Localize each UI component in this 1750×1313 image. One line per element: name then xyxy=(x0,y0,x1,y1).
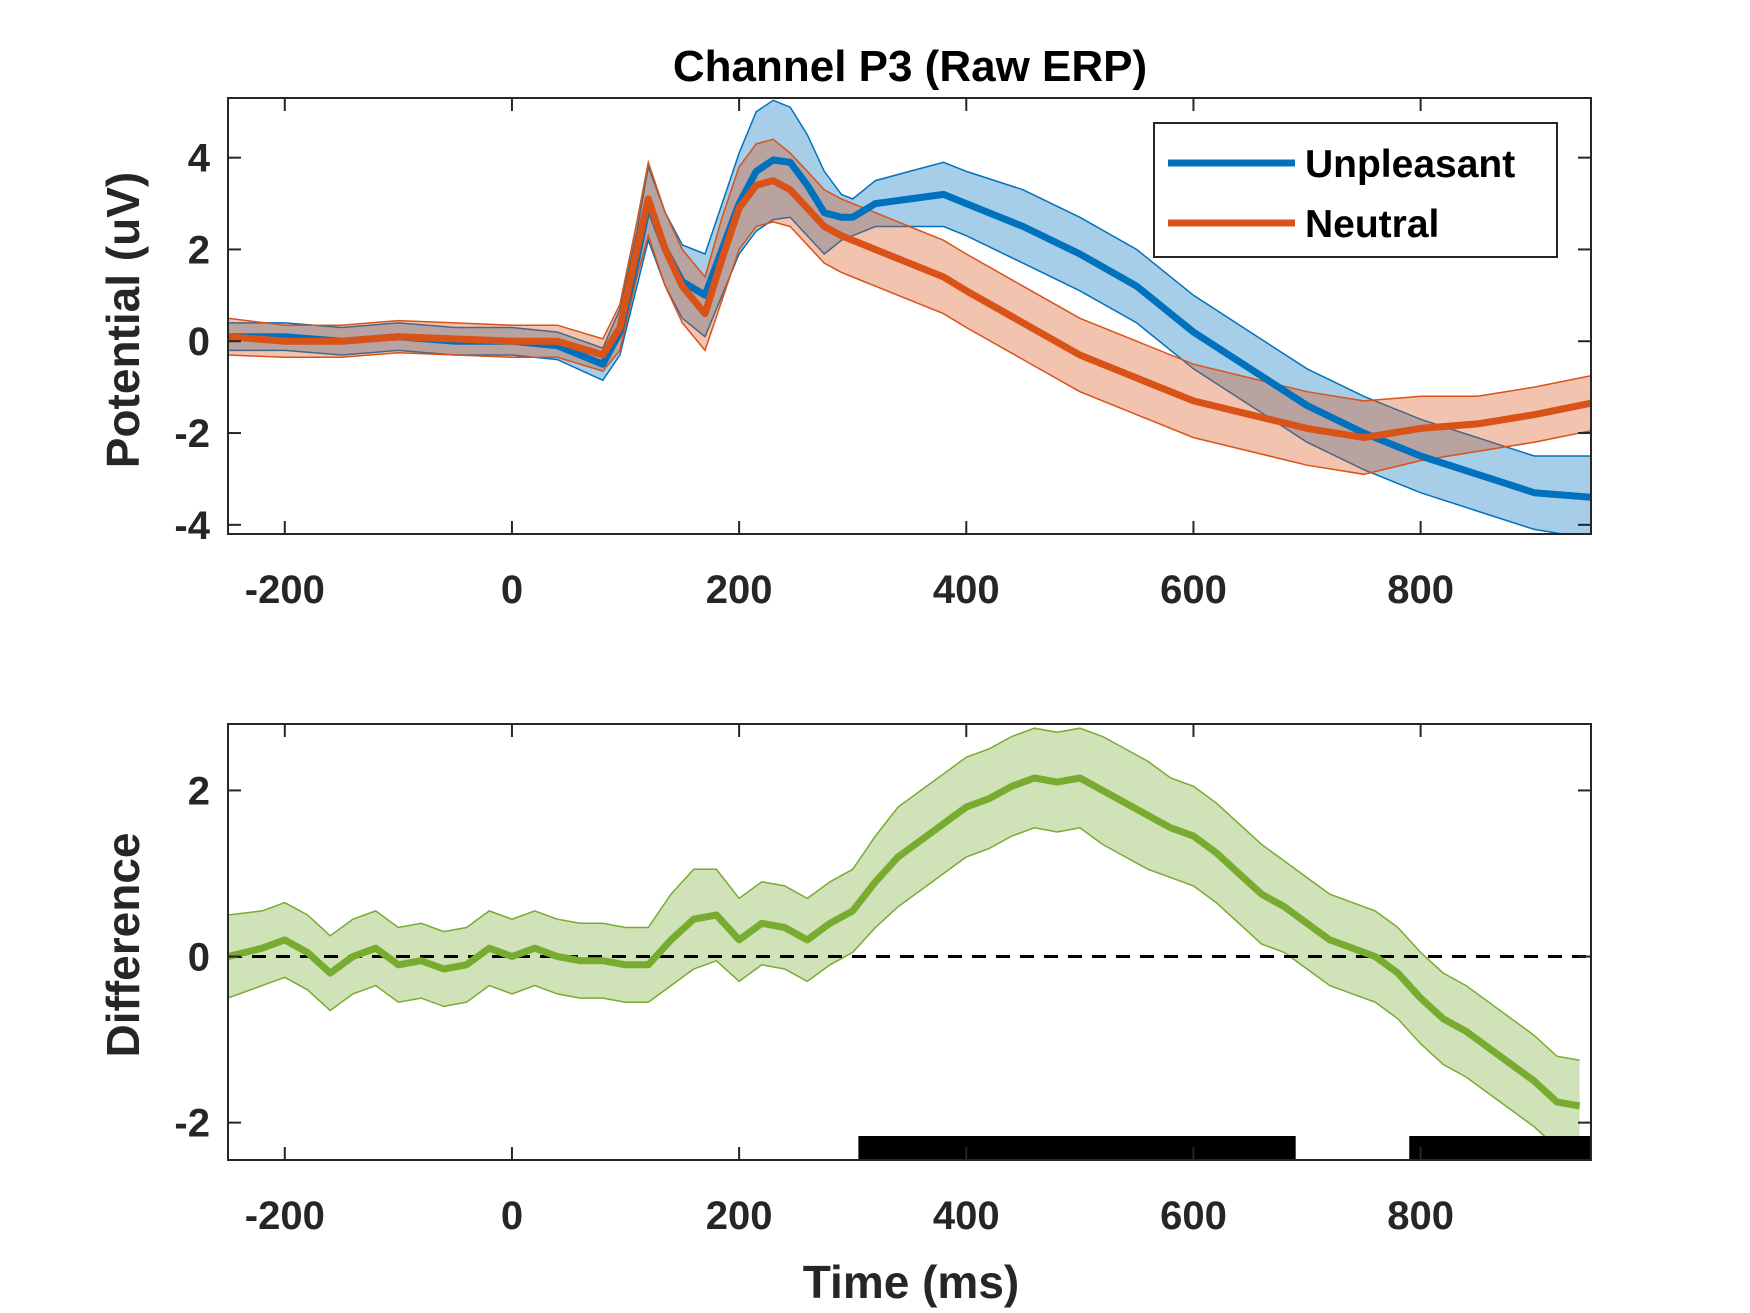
chart-title: Channel P3 (Raw ERP) xyxy=(673,42,1147,91)
x-tick-label: 0 xyxy=(501,1194,523,1238)
legend: Unpleasant Neutral xyxy=(1153,122,1558,258)
y-tick-label: 2 xyxy=(188,228,210,272)
y-tick-label: -2 xyxy=(174,412,210,456)
legend-label-neutral: Neutral xyxy=(1305,203,1439,246)
x-tick-label: 200 xyxy=(706,568,773,612)
x-tick-label: -200 xyxy=(245,1194,325,1238)
y-tick-label: 2 xyxy=(188,769,210,813)
significance-bar xyxy=(1409,1136,1591,1160)
y-axis-label-top: Potential (uV) xyxy=(97,172,149,468)
y-tick-label: 0 xyxy=(188,936,210,980)
y-axis-label-bottom: Difference xyxy=(97,833,149,1058)
series-unpleasant-line xyxy=(228,156,1591,501)
x-tick-label: 800 xyxy=(1387,1194,1454,1238)
erp-panel: -200 0 200 400 600 800 -4 -2 0 2 4 xyxy=(174,97,1592,612)
series-neutral-ci-upper xyxy=(228,138,1591,402)
plot-frame xyxy=(227,97,1592,535)
series-neutral-ci-band xyxy=(228,139,1591,475)
difference-plot-area xyxy=(228,727,1591,1160)
difference-panel: -200 0 200 400 600 800 -2 0 2 xyxy=(174,723,1592,1238)
series-unpleasant-ci-band xyxy=(228,100,1591,534)
series-unpleasant-ci-upper xyxy=(228,99,1591,457)
difference-line xyxy=(228,774,1581,1110)
y-tick-label: -2 xyxy=(174,1102,210,1146)
x-tick-label: 400 xyxy=(933,568,1000,612)
difference-ci-upper xyxy=(228,727,1580,1062)
x-tick-label: 0 xyxy=(501,568,523,612)
significance-bar xyxy=(858,1136,1296,1160)
x-tick-label: 600 xyxy=(1160,568,1227,612)
y-tick-label: 4 xyxy=(188,137,211,181)
x-tick-label: 800 xyxy=(1387,568,1454,612)
x-tick-label: 200 xyxy=(706,1194,773,1238)
y-tick-label: 0 xyxy=(188,320,210,364)
x-tick-label: 400 xyxy=(933,1194,1000,1238)
difference-ci-band xyxy=(228,728,1580,1152)
series-neutral-line xyxy=(228,177,1591,442)
series-neutral-ci-lower xyxy=(228,221,1591,476)
legend-label-unpleasant: Unpleasant xyxy=(1305,143,1515,186)
y-tick-label: -4 xyxy=(174,504,210,548)
x-tick-label: -200 xyxy=(245,568,325,612)
plot-frame xyxy=(227,723,1592,1161)
difference-ci-lower xyxy=(228,827,1580,1153)
series-unpleasant-ci-lower xyxy=(228,216,1568,534)
erp-plot-area xyxy=(228,99,1591,534)
x-axis-label: Time (ms) xyxy=(803,1256,1019,1308)
x-tick-label: 600 xyxy=(1160,1194,1227,1238)
legend-box xyxy=(1153,122,1558,258)
